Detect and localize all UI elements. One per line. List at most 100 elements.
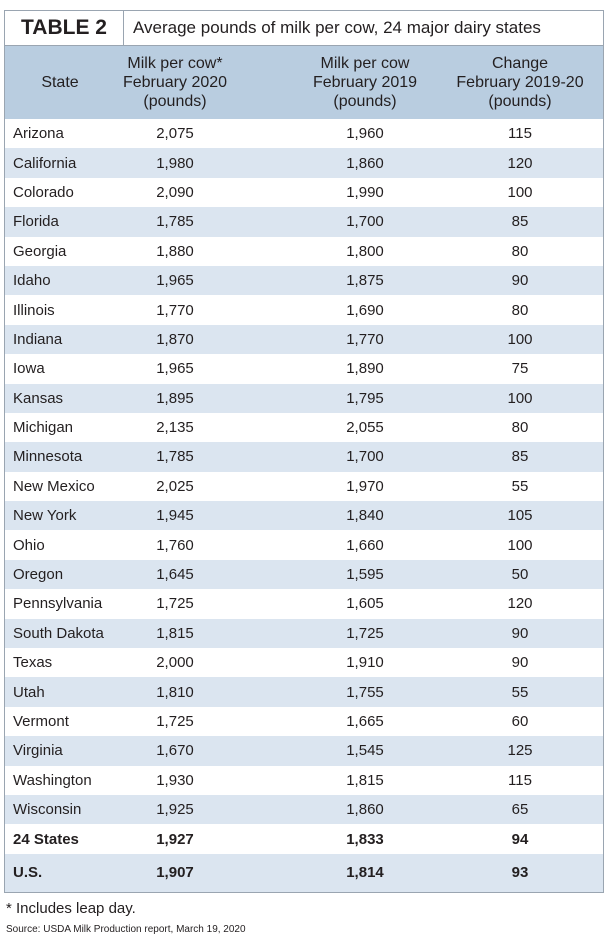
table-cell: 1,700	[346, 213, 384, 231]
table-cell: 1,725	[346, 624, 384, 642]
table-row: Texas 2,000 1,910 90	[5, 648, 603, 677]
table-row: South Dakota 1,815 1,725 90	[5, 618, 603, 649]
table-cell: 50	[511, 566, 529, 584]
table-cell: Ohio	[13, 536, 45, 554]
table-cell: 1,770	[346, 330, 384, 348]
table-cell: 1,800	[346, 242, 384, 260]
table-cell: 2,135	[156, 419, 194, 437]
table-cell: 1,860	[346, 154, 384, 172]
footnote: * Includes leap day.	[6, 900, 136, 917]
table-cell: Wisconsin	[13, 801, 82, 819]
column-header: Milk per cow* February 2020 (pounds)	[122, 55, 228, 110]
table-cell: South Dakota	[13, 624, 104, 642]
table-cell: 1,770	[156, 301, 194, 319]
table-cell: 1,815	[346, 771, 384, 789]
table-cell: 1,810	[156, 683, 194, 701]
table-cell: 75	[511, 360, 529, 378]
table-cell: 93	[511, 864, 529, 882]
table-row: Indiana 1,870 1,770 100	[5, 324, 603, 355]
table-cell: 1,907	[156, 864, 194, 882]
table-row: Kansas 1,895 1,795 100	[5, 383, 603, 413]
table-cell: 100	[507, 389, 533, 407]
table-cell: 120	[507, 154, 533, 172]
table-cell: 60	[511, 713, 529, 730]
table-cell: 1,670	[156, 742, 194, 760]
table-cell: 55	[511, 477, 529, 495]
table-cell: 2,055	[346, 419, 384, 437]
table-row: 24 States 1,927 1,833 94	[5, 824, 603, 853]
table-cell: 1,645	[156, 566, 194, 584]
table-row: Michigan 2,135 2,055 80	[5, 413, 603, 442]
table-row: Pennsylvania 1,725 1,605 120	[5, 589, 603, 618]
table-cell: 105	[507, 507, 533, 525]
table-cell: 1,925	[156, 801, 194, 819]
column-header: State	[41, 74, 79, 91]
table-cell: 100	[507, 183, 533, 201]
table-cell: 1,960	[346, 125, 384, 143]
table-cell: 1,815	[156, 624, 194, 642]
table-cell: 1,965	[156, 360, 194, 378]
table-cell: Indiana	[13, 330, 63, 348]
table-cell: 1,833	[346, 830, 384, 848]
table-cell: 80	[511, 419, 529, 437]
table-cell: 1,785	[156, 213, 194, 231]
table-row: New Mexico 2,025 1,970 55	[5, 472, 603, 501]
table-cell: 2,090	[156, 183, 194, 201]
table-cell: California	[13, 154, 77, 172]
table-cell: Florida	[13, 213, 59, 231]
table-cell: 1,927	[156, 830, 194, 848]
table-cell: Colorado	[13, 183, 74, 201]
table-cell: 1,690	[346, 301, 384, 319]
table-cell: 1,880	[156, 242, 194, 260]
table-cell: 1,605	[346, 595, 384, 613]
table-cell: 2,000	[156, 654, 194, 672]
table-cell: 1,980	[156, 154, 194, 172]
column-header: Change February 2019-20 (pounds)	[456, 55, 584, 110]
table-row: New York 1,945 1,840 105	[5, 501, 603, 531]
table-cell: 90	[511, 624, 529, 642]
table-cell: 1,945	[156, 507, 194, 525]
table-cell: Idaho	[13, 272, 51, 290]
table-cell: 1,840	[346, 507, 384, 525]
table-cell: 1,870	[156, 330, 194, 348]
table-row: Illinois 1,770 1,690 80	[5, 295, 603, 324]
column-header: Milk per cow February 2019 (pounds)	[312, 55, 418, 110]
table-cell: 1,665	[346, 713, 384, 730]
table-cell: Minnesota	[13, 448, 83, 466]
table-cell: 1,814	[346, 864, 384, 882]
table-cell: 125	[507, 742, 533, 760]
table-cell: 1,860	[346, 801, 384, 819]
table-cell: 115	[508, 125, 532, 143]
table-cell: 2,075	[156, 125, 194, 143]
table-cell: Oregon	[13, 566, 64, 584]
table-cell: 120	[507, 595, 533, 613]
table-cell: 1,795	[346, 389, 384, 407]
table-cell: 1,965	[156, 272, 194, 290]
table-row: Utah 1,810 1,755 55	[5, 677, 603, 707]
table-cell: Utah	[13, 683, 45, 701]
table-cell: New Mexico	[13, 477, 95, 495]
table-cell: 80	[511, 301, 529, 319]
table-cell: 85	[511, 213, 529, 231]
table-cell: 100	[507, 330, 533, 348]
table-row: Arizona 2,075 1,960 115	[5, 119, 603, 148]
table-cell: 80	[511, 242, 529, 260]
table-cell: 2,025	[156, 477, 194, 495]
table-cell: 1,725	[156, 713, 194, 730]
table-cell: Arizona	[13, 125, 64, 143]
table-row: Georgia 1,880 1,800 80	[5, 237, 603, 266]
table-cell: 55	[511, 683, 529, 701]
table-cell: 1,595	[346, 566, 384, 584]
table-cell: 1,990	[346, 183, 384, 201]
table-cell: Pennsylvania	[13, 595, 103, 613]
table-cell: 65	[511, 801, 529, 819]
table-cell: 1,760	[156, 536, 194, 554]
table-cell: 1,895	[156, 389, 194, 407]
table-row: Colorado 2,090 1,990 100	[5, 178, 603, 207]
table-cell: 1,890	[346, 360, 384, 378]
table-cell: Iowa	[13, 360, 45, 378]
table-cell: 85	[511, 448, 529, 466]
table-cell: Illinois	[13, 301, 55, 319]
table-title: Average pounds of milk per cow, 24 major…	[133, 18, 541, 37]
table-row: Virginia 1,670 1,545 125	[5, 736, 603, 766]
